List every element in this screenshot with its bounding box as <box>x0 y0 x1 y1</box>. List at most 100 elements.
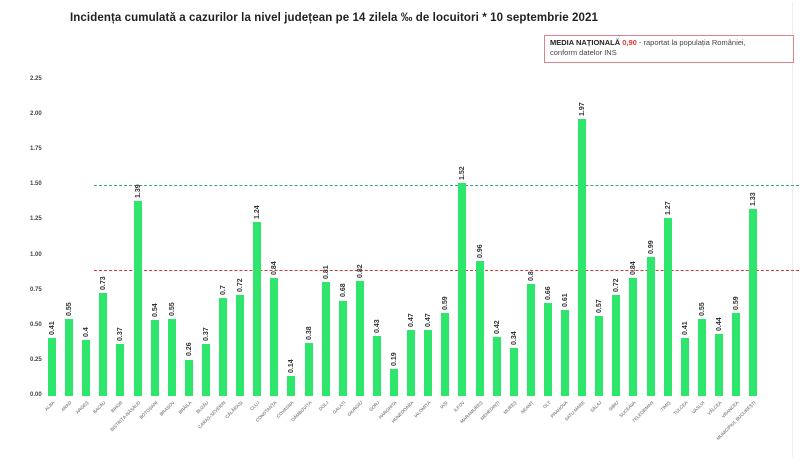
bar-value-label: 0.57 <box>596 299 604 313</box>
bar <box>270 278 279 396</box>
bar <box>287 376 296 396</box>
bar <box>663 217 672 396</box>
y-tick-label: 0.00 <box>30 392 42 398</box>
bar-value-label: 0.68 <box>339 283 347 298</box>
bar-value-label: 0.81 <box>322 265 330 280</box>
bar <box>372 335 381 396</box>
bar <box>201 344 210 396</box>
bar-value-label: 0.66 <box>544 286 552 301</box>
bar-value-label: 0.55 <box>168 302 176 316</box>
bar-value-label: 1.52 <box>459 165 467 180</box>
bar-value-label: 0.72 <box>613 278 621 292</box>
bar <box>355 280 364 396</box>
y-tick-label: 1.75 <box>30 146 42 153</box>
bar <box>492 337 501 396</box>
bar-value-label: 1.27 <box>664 201 672 215</box>
bar-value-label: 0.37 <box>117 327 125 342</box>
bar-value-label: 0.26 <box>185 342 193 357</box>
bar-value-label: 0.59 <box>442 296 450 311</box>
bar <box>749 209 758 396</box>
bar-value-label: 0.99 <box>647 240 655 254</box>
bar <box>253 221 262 396</box>
bar <box>680 338 689 396</box>
reference-line <box>94 269 800 271</box>
legend-value: 0,90 <box>622 38 637 47</box>
bars-area: 0.41 0.55 0.4 0.73 0.37 1.39 0.54 0.55 0.26 0.37 0… <box>44 80 784 396</box>
chart-frame: Incidența cumulată a cazurilor la nivel … <box>4 2 800 457</box>
chart-title: Incidența cumulată a cazurilor la nivel … <box>69 12 599 24</box>
bar <box>578 119 587 396</box>
bar <box>390 369 398 396</box>
bar-value-label: 0.72 <box>237 278 245 292</box>
bar <box>48 338 56 396</box>
y-tick-label: 1.50 <box>30 181 42 188</box>
y-tick-label: 0.75 <box>30 286 42 293</box>
bar-value-label: 0.19 <box>391 352 398 367</box>
reference-line <box>94 185 800 187</box>
bar <box>441 313 450 396</box>
bar-value-label: 0.43 <box>373 318 381 333</box>
bar <box>219 297 227 396</box>
bar-value-label: 0.55 <box>66 302 74 316</box>
y-tick-label: 2.25 <box>30 76 42 82</box>
y-tick-label: 1.00 <box>30 251 42 258</box>
bar <box>732 313 740 396</box>
bar <box>595 315 604 396</box>
bar-value-label: 0.38 <box>305 326 313 340</box>
bar-value-label: 0.41 <box>49 321 56 336</box>
bar-value-label: 0.8 <box>527 270 535 281</box>
bar-value-label: 0.34 <box>510 331 518 346</box>
bar <box>99 293 108 396</box>
bar-value-label: 0.96 <box>476 244 484 259</box>
bar <box>697 318 706 396</box>
bar <box>646 256 655 396</box>
bar-value-label: 0.54 <box>151 303 159 318</box>
bar <box>304 342 313 396</box>
bar-value-label: 1.39 <box>134 184 142 198</box>
bar-value-label: 0.37 <box>202 327 210 342</box>
bar <box>321 282 330 396</box>
legend-text: - raportat la populația României, <box>636 38 746 47</box>
bar-value-label: 0.73 <box>100 276 108 291</box>
bar-value-label: 0.14 <box>288 359 296 374</box>
national-average-legend: MEDIA NAȚIONALĂ 0,90 - raportat la popul… <box>544 35 794 63</box>
bar <box>543 303 552 396</box>
legend-text-2: conform datelor INS <box>550 48 617 57</box>
bar <box>407 330 416 396</box>
bar-value-label: 0.55 <box>698 302 706 316</box>
bar-value-label: 0.84 <box>271 261 279 276</box>
y-tick-label: 0.25 <box>30 356 42 363</box>
bar-value-label: 0.82 <box>356 264 364 278</box>
bar-value-label: 0.47 <box>425 313 433 327</box>
bar <box>338 300 347 396</box>
bar <box>561 310 569 396</box>
bar-value-label: 1.33 <box>750 192 758 207</box>
y-tick-label: 1.25 <box>30 216 42 223</box>
bar <box>509 348 518 396</box>
bar-value-label: 1.97 <box>579 102 587 117</box>
bar <box>133 200 142 396</box>
bar <box>475 261 484 396</box>
bar <box>167 318 176 396</box>
bar-value-label: 0.42 <box>493 320 501 334</box>
bar-value-label: 0.84 <box>630 261 638 276</box>
bar <box>526 283 535 396</box>
bar-value-label: 0.7 <box>220 284 227 295</box>
bar-value-label: 0.61 <box>562 293 569 308</box>
bar <box>116 344 125 396</box>
bar <box>629 278 638 396</box>
bar-value-label: 0.59 <box>733 296 740 311</box>
bar <box>184 359 193 396</box>
bar <box>150 320 159 396</box>
bar <box>612 294 621 396</box>
legend-label: MEDIA NAȚIONALĂ <box>550 38 621 47</box>
y-tick-label: 0.50 <box>30 321 42 328</box>
bar <box>714 334 723 396</box>
bar <box>458 182 467 396</box>
bar-value-label: 0.47 <box>408 313 416 327</box>
bar-value-label: 0.4 <box>83 327 91 337</box>
bar-value-label: 0.44 <box>715 317 723 332</box>
y-tick-label: 2.00 <box>30 111 42 118</box>
bar-value-label: 0.41 <box>681 321 689 336</box>
bar <box>82 339 91 396</box>
